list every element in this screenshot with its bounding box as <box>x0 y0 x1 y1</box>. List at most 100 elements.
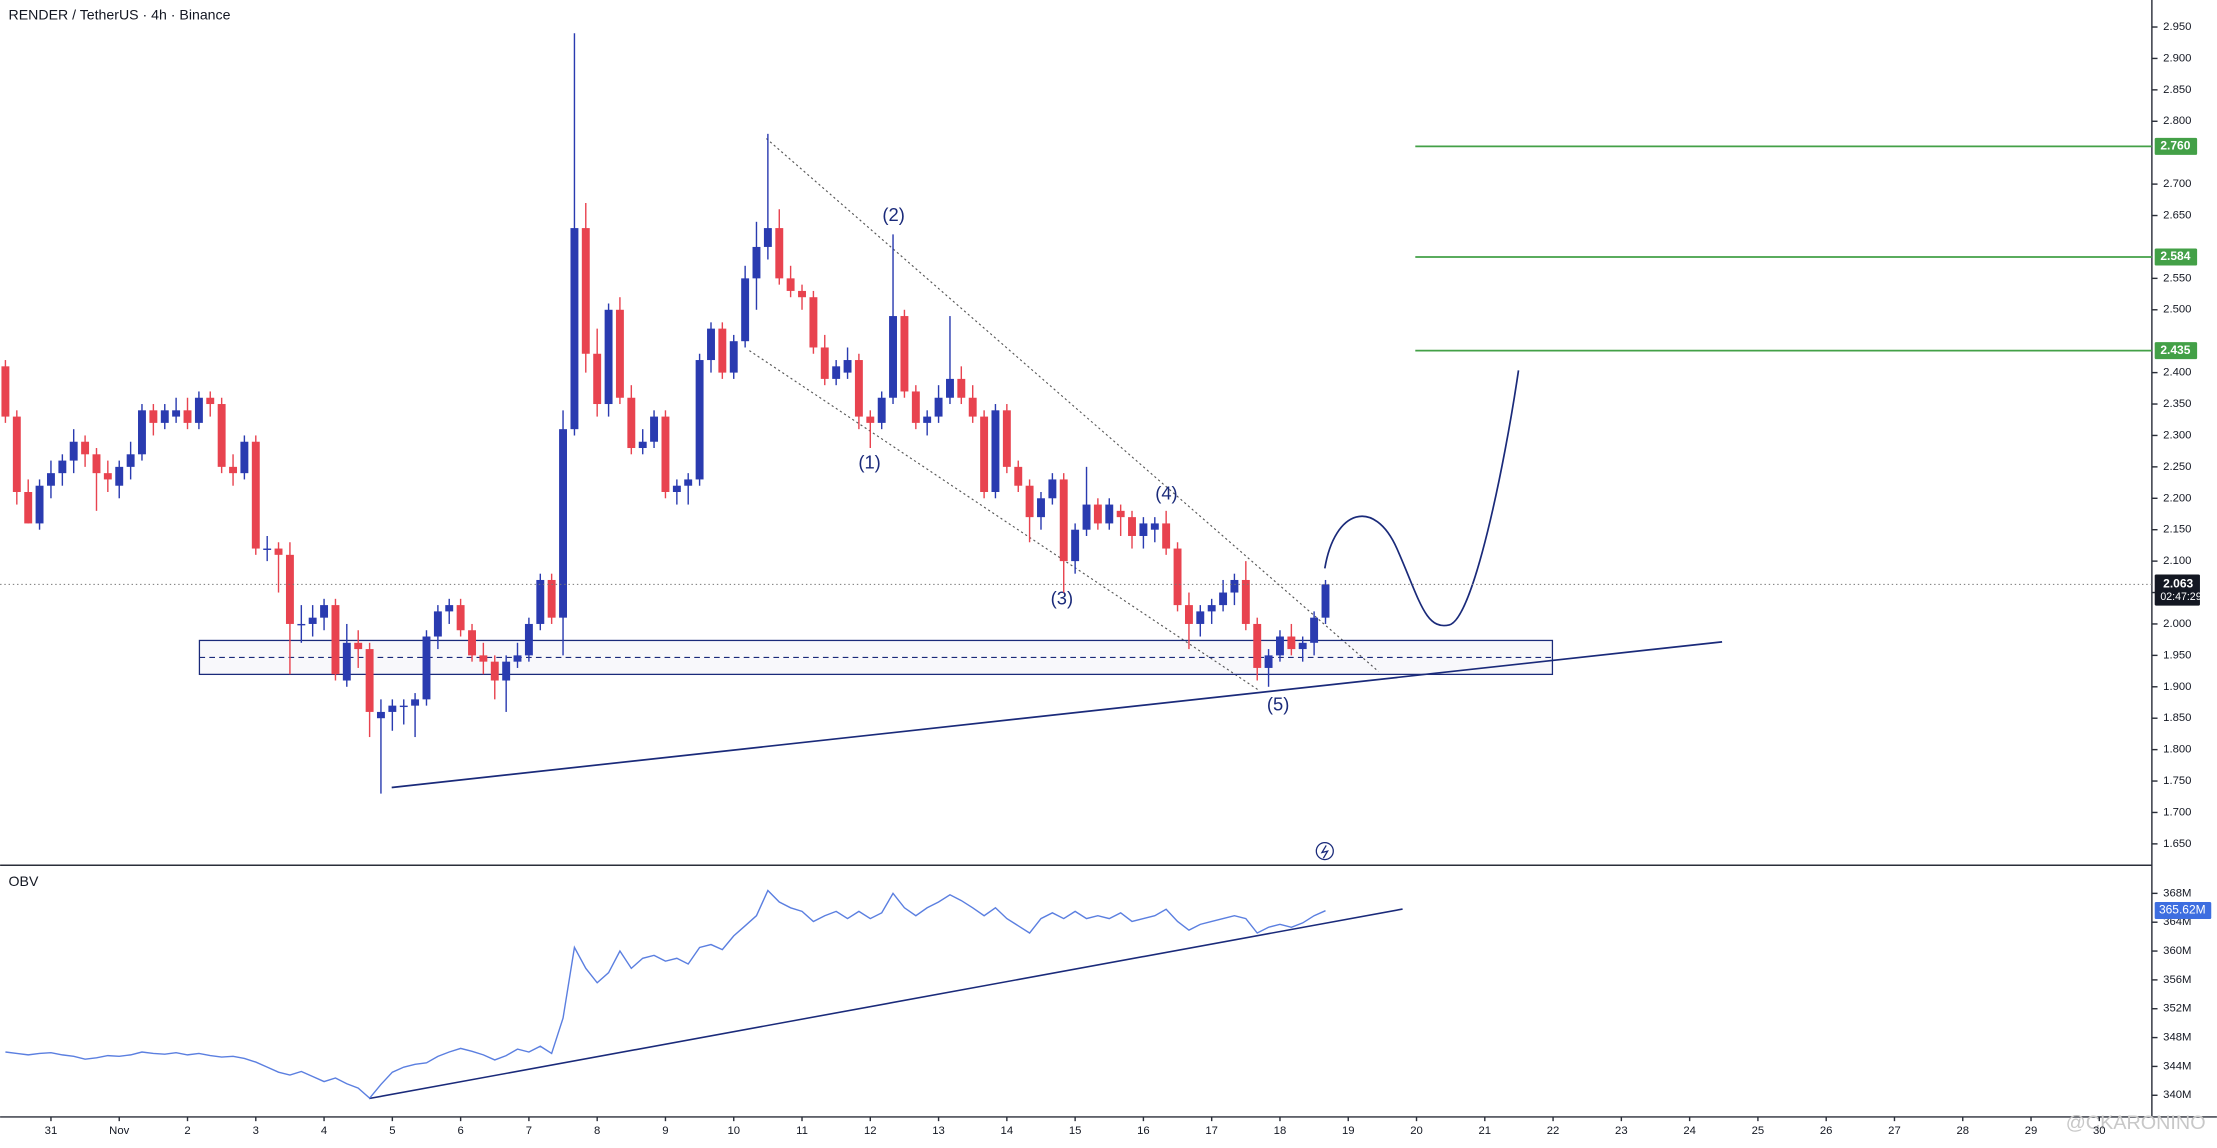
obv-y-tick-label: 360M <box>2163 945 2191 957</box>
candle-body <box>69 441 78 461</box>
last-price-box <box>2154 574 2200 606</box>
candle-body <box>1196 611 1205 624</box>
candle-body <box>1116 510 1125 518</box>
x-tick-label: 19 <box>1342 1125 1355 1137</box>
candle-body <box>1287 636 1296 650</box>
x-tick-label: 14 <box>1001 1125 1014 1137</box>
candle-body <box>1002 410 1011 467</box>
candle-body <box>1310 617 1319 643</box>
obv-y-tick-label: 348M <box>2163 1032 2191 1044</box>
obv-y-tick-label: 340M <box>2163 1089 2191 1101</box>
candle-body <box>980 416 989 492</box>
candle-body <box>365 649 374 712</box>
candle-body <box>138 410 146 455</box>
y-tick-label: 2.650 <box>2163 210 2191 222</box>
candle-body <box>217 404 226 467</box>
candle-body <box>854 360 863 417</box>
candle-body <box>661 416 670 492</box>
candle-body <box>206 397 215 405</box>
candle-body <box>388 705 397 712</box>
y-tick-label: 1.750 <box>2163 775 2191 787</box>
candle-body <box>240 441 249 474</box>
event-icon[interactable] <box>1315 841 1334 861</box>
candle-body <box>820 347 829 379</box>
candle-body <box>422 636 431 700</box>
candle-body <box>843 360 852 373</box>
projection-path <box>1323 370 1520 627</box>
candle-body <box>1276 636 1284 656</box>
candle-body <box>672 485 681 492</box>
y-tick-label: 2.100 <box>2163 555 2191 567</box>
candle-body <box>35 485 44 524</box>
candle-body <box>274 548 283 555</box>
candle-body <box>786 278 795 291</box>
candle-body <box>547 579 556 618</box>
candle-body <box>684 479 693 486</box>
candle-body <box>1253 623 1262 668</box>
y-tick-label: 1.850 <box>2163 712 2191 724</box>
x-tick-label: 30 <box>2093 1125 2106 1137</box>
candle-body <box>456 605 465 631</box>
y-tick-label: 1.700 <box>2163 806 2191 818</box>
x-tick-label: 11 <box>796 1125 808 1137</box>
candle-body <box>934 397 943 417</box>
candle-body <box>229 466 238 474</box>
x-tick-label: 21 <box>1479 1125 1492 1137</box>
candle-body <box>285 554 294 624</box>
x-tick-label: 16 <box>1137 1125 1150 1137</box>
x-tick-label: 2 <box>184 1125 190 1137</box>
obv-y-tick-label: 352M <box>2163 1003 2191 1015</box>
candle-body <box>1025 485 1034 518</box>
candle-body <box>1298 642 1307 650</box>
channel-bottom <box>749 350 1259 691</box>
candle-body <box>172 410 181 417</box>
candle-body <box>1105 504 1114 524</box>
candle-body <box>615 309 624 398</box>
wave-label: (1) <box>858 452 880 473</box>
candle-body <box>399 705 408 708</box>
x-tick-label: 20 <box>1410 1125 1423 1137</box>
candle-body <box>149 410 158 423</box>
chart-title: RENDER / TetherUS · 4h · Binance <box>9 6 231 22</box>
obv-y-tick-label: 356M <box>2163 974 2191 986</box>
candle-body <box>126 454 135 467</box>
x-tick-label: 26 <box>1820 1125 1833 1137</box>
obv-y-tick-label: 364M <box>2163 916 2191 928</box>
support-trendline <box>391 641 1723 789</box>
y-tick-label: 1.900 <box>2163 681 2191 693</box>
candle-body <box>1173 548 1182 606</box>
target-label: 2.435 <box>2160 343 2190 357</box>
channel-top <box>765 138 1379 672</box>
candle-body <box>251 441 260 549</box>
obv-trendline <box>368 908 1403 1100</box>
candle-body <box>331 605 340 675</box>
wave-label: (3) <box>1051 587 1073 608</box>
candle-body <box>627 397 636 449</box>
candle-body <box>1059 479 1068 562</box>
candle-body <box>775 228 784 279</box>
candle-body <box>581 228 590 354</box>
x-tick-label: 22 <box>1547 1125 1560 1137</box>
x-tick-label: 13 <box>932 1125 945 1137</box>
y-tick-label: 2.250 <box>2163 461 2191 473</box>
candle-body <box>479 655 488 662</box>
candle-body <box>638 441 647 449</box>
candle-body <box>536 579 545 624</box>
candle-body <box>1139 523 1148 536</box>
x-tick-label: 8 <box>594 1125 600 1137</box>
y-tick-label: 1.950 <box>2163 649 2191 661</box>
countdown: 02:47:29 <box>2160 591 2201 603</box>
y-tick-label: 2.200 <box>2163 492 2191 504</box>
candle-body <box>12 416 21 492</box>
candle-body <box>354 642 363 650</box>
candle-body <box>763 228 772 247</box>
candle-body <box>1128 517 1136 536</box>
candle-body <box>650 416 659 442</box>
candle-body <box>1321 584 1330 618</box>
candle-body <box>58 460 67 474</box>
candle-body <box>490 661 499 681</box>
target-box <box>2154 137 2198 155</box>
candle-body <box>1162 523 1171 549</box>
